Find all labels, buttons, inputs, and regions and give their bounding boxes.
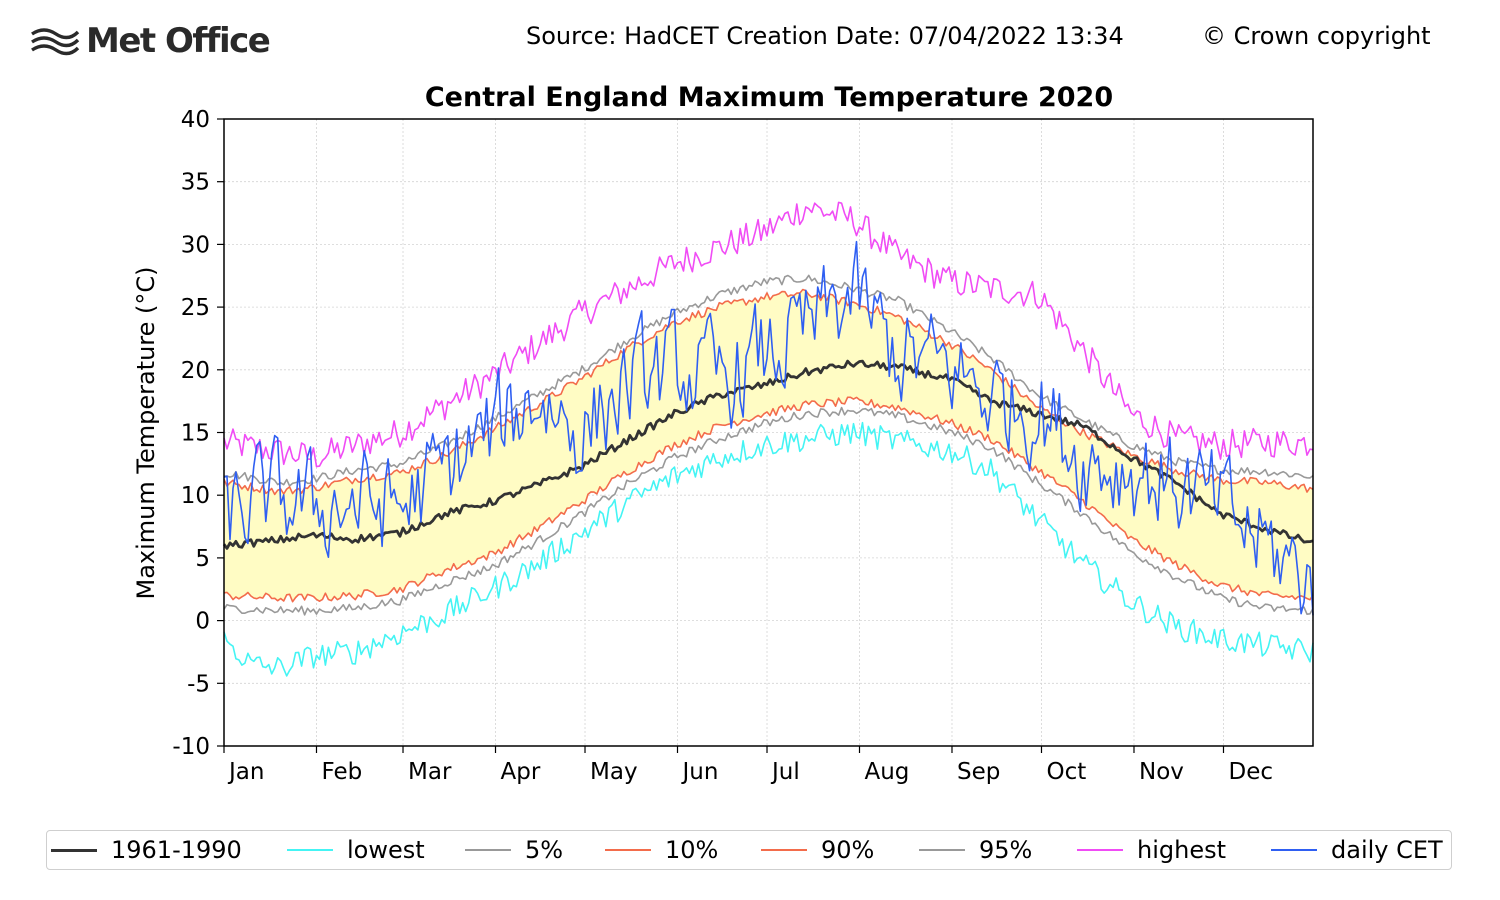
legend-item: 10%: [605, 836, 718, 864]
month-label: Aug: [864, 759, 909, 785]
y-tick-label: 35: [181, 170, 210, 196]
legend-swatch: [761, 849, 807, 851]
legend-item: 95%: [919, 836, 1032, 864]
month-label: Nov: [1139, 759, 1184, 785]
y-axis-label: Maximum Temperature (°C): [132, 266, 160, 599]
y-tick-label: -5: [187, 671, 210, 697]
series-90--line: [223, 288, 1314, 496]
y-tick-label: 10: [181, 483, 210, 509]
y-tick-label: 15: [181, 421, 210, 447]
legend-item: 1961-1990: [51, 836, 242, 864]
series-5--line: [223, 406, 1314, 616]
legend-item: 90%: [761, 836, 874, 864]
legend-label: daily CET: [1331, 836, 1443, 864]
legend-item: highest: [1077, 836, 1226, 864]
series-lines: [222, 201, 1314, 677]
legend-label: lowest: [347, 836, 425, 864]
legend-label: 95%: [979, 836, 1033, 864]
legend-swatch: [465, 849, 511, 851]
y-tick-label: 25: [181, 295, 210, 321]
y-tick-label: 0: [195, 609, 210, 635]
series-lowest-line: [223, 421, 1314, 677]
percentile-band: [224, 289, 1313, 602]
temperature-chart: -10 -5 0 5 10 15 20 25 30 35 40 Jan Feb Mar Apr May Jun J…: [132, 82, 1314, 785]
brand-name: Met Office: [86, 21, 271, 61]
legend-swatch: [919, 849, 965, 851]
y-tick-label: 30: [181, 232, 210, 258]
legend-label: highest: [1137, 836, 1227, 864]
series-highest-line: [223, 201, 1314, 468]
legend-item: lowest: [287, 836, 425, 864]
legend-swatch: [1077, 849, 1123, 851]
copyright-notice: © Crown copyright: [1202, 22, 1431, 50]
legend-item: daily CET: [1271, 836, 1443, 864]
y-tick-label: 40: [181, 107, 210, 133]
legend-swatch: [605, 849, 651, 851]
met-office-logo: Met Office: [30, 18, 271, 64]
month-label: Jul: [770, 759, 800, 785]
met-office-waves-icon: [31, 28, 80, 56]
series-95--line: [223, 274, 1314, 487]
legend-label: 5%: [525, 836, 564, 864]
y-tick-label: -10: [172, 734, 210, 760]
series-1961-1990-line: [222, 359, 1314, 550]
grid: [223, 118, 1313, 747]
month-label: Jun: [681, 759, 719, 785]
month-label: Feb: [321, 759, 362, 785]
series-10--line: [223, 396, 1314, 603]
source-line: Source: HadCET Creation Date: 07/04/2022…: [526, 22, 1124, 50]
chart-legend: 1961-1990 lowest 5% 10% 90% 95% highest daily C…: [46, 830, 1452, 870]
legend-item: 5%: [465, 836, 563, 864]
y-tick-label: 20: [181, 358, 210, 384]
month-label: Sep: [957, 759, 1000, 785]
legend-swatch: [51, 848, 97, 852]
month-label: Dec: [1228, 759, 1273, 785]
month-label: Apr: [501, 759, 541, 785]
legend-label: 10%: [665, 836, 719, 864]
month-label: Mar: [408, 759, 452, 785]
series-daily-cet-line: [223, 240, 1314, 616]
axes: -10 -5 0 5 10 15 20 25 30 35 40 Jan Feb Mar Apr May Jun J…: [172, 107, 1273, 785]
legend-swatch: [1271, 849, 1317, 851]
y-tick-label: 5: [195, 546, 210, 572]
chart-title: Central England Maximum Temperature 2020: [425, 82, 1113, 113]
month-label: May: [590, 759, 638, 785]
legend-swatch: [287, 849, 333, 851]
legend-label: 90%: [821, 836, 875, 864]
month-label: Jan: [227, 759, 264, 785]
legend-label: 1961-1990: [111, 836, 242, 864]
month-label: Oct: [1046, 759, 1086, 785]
